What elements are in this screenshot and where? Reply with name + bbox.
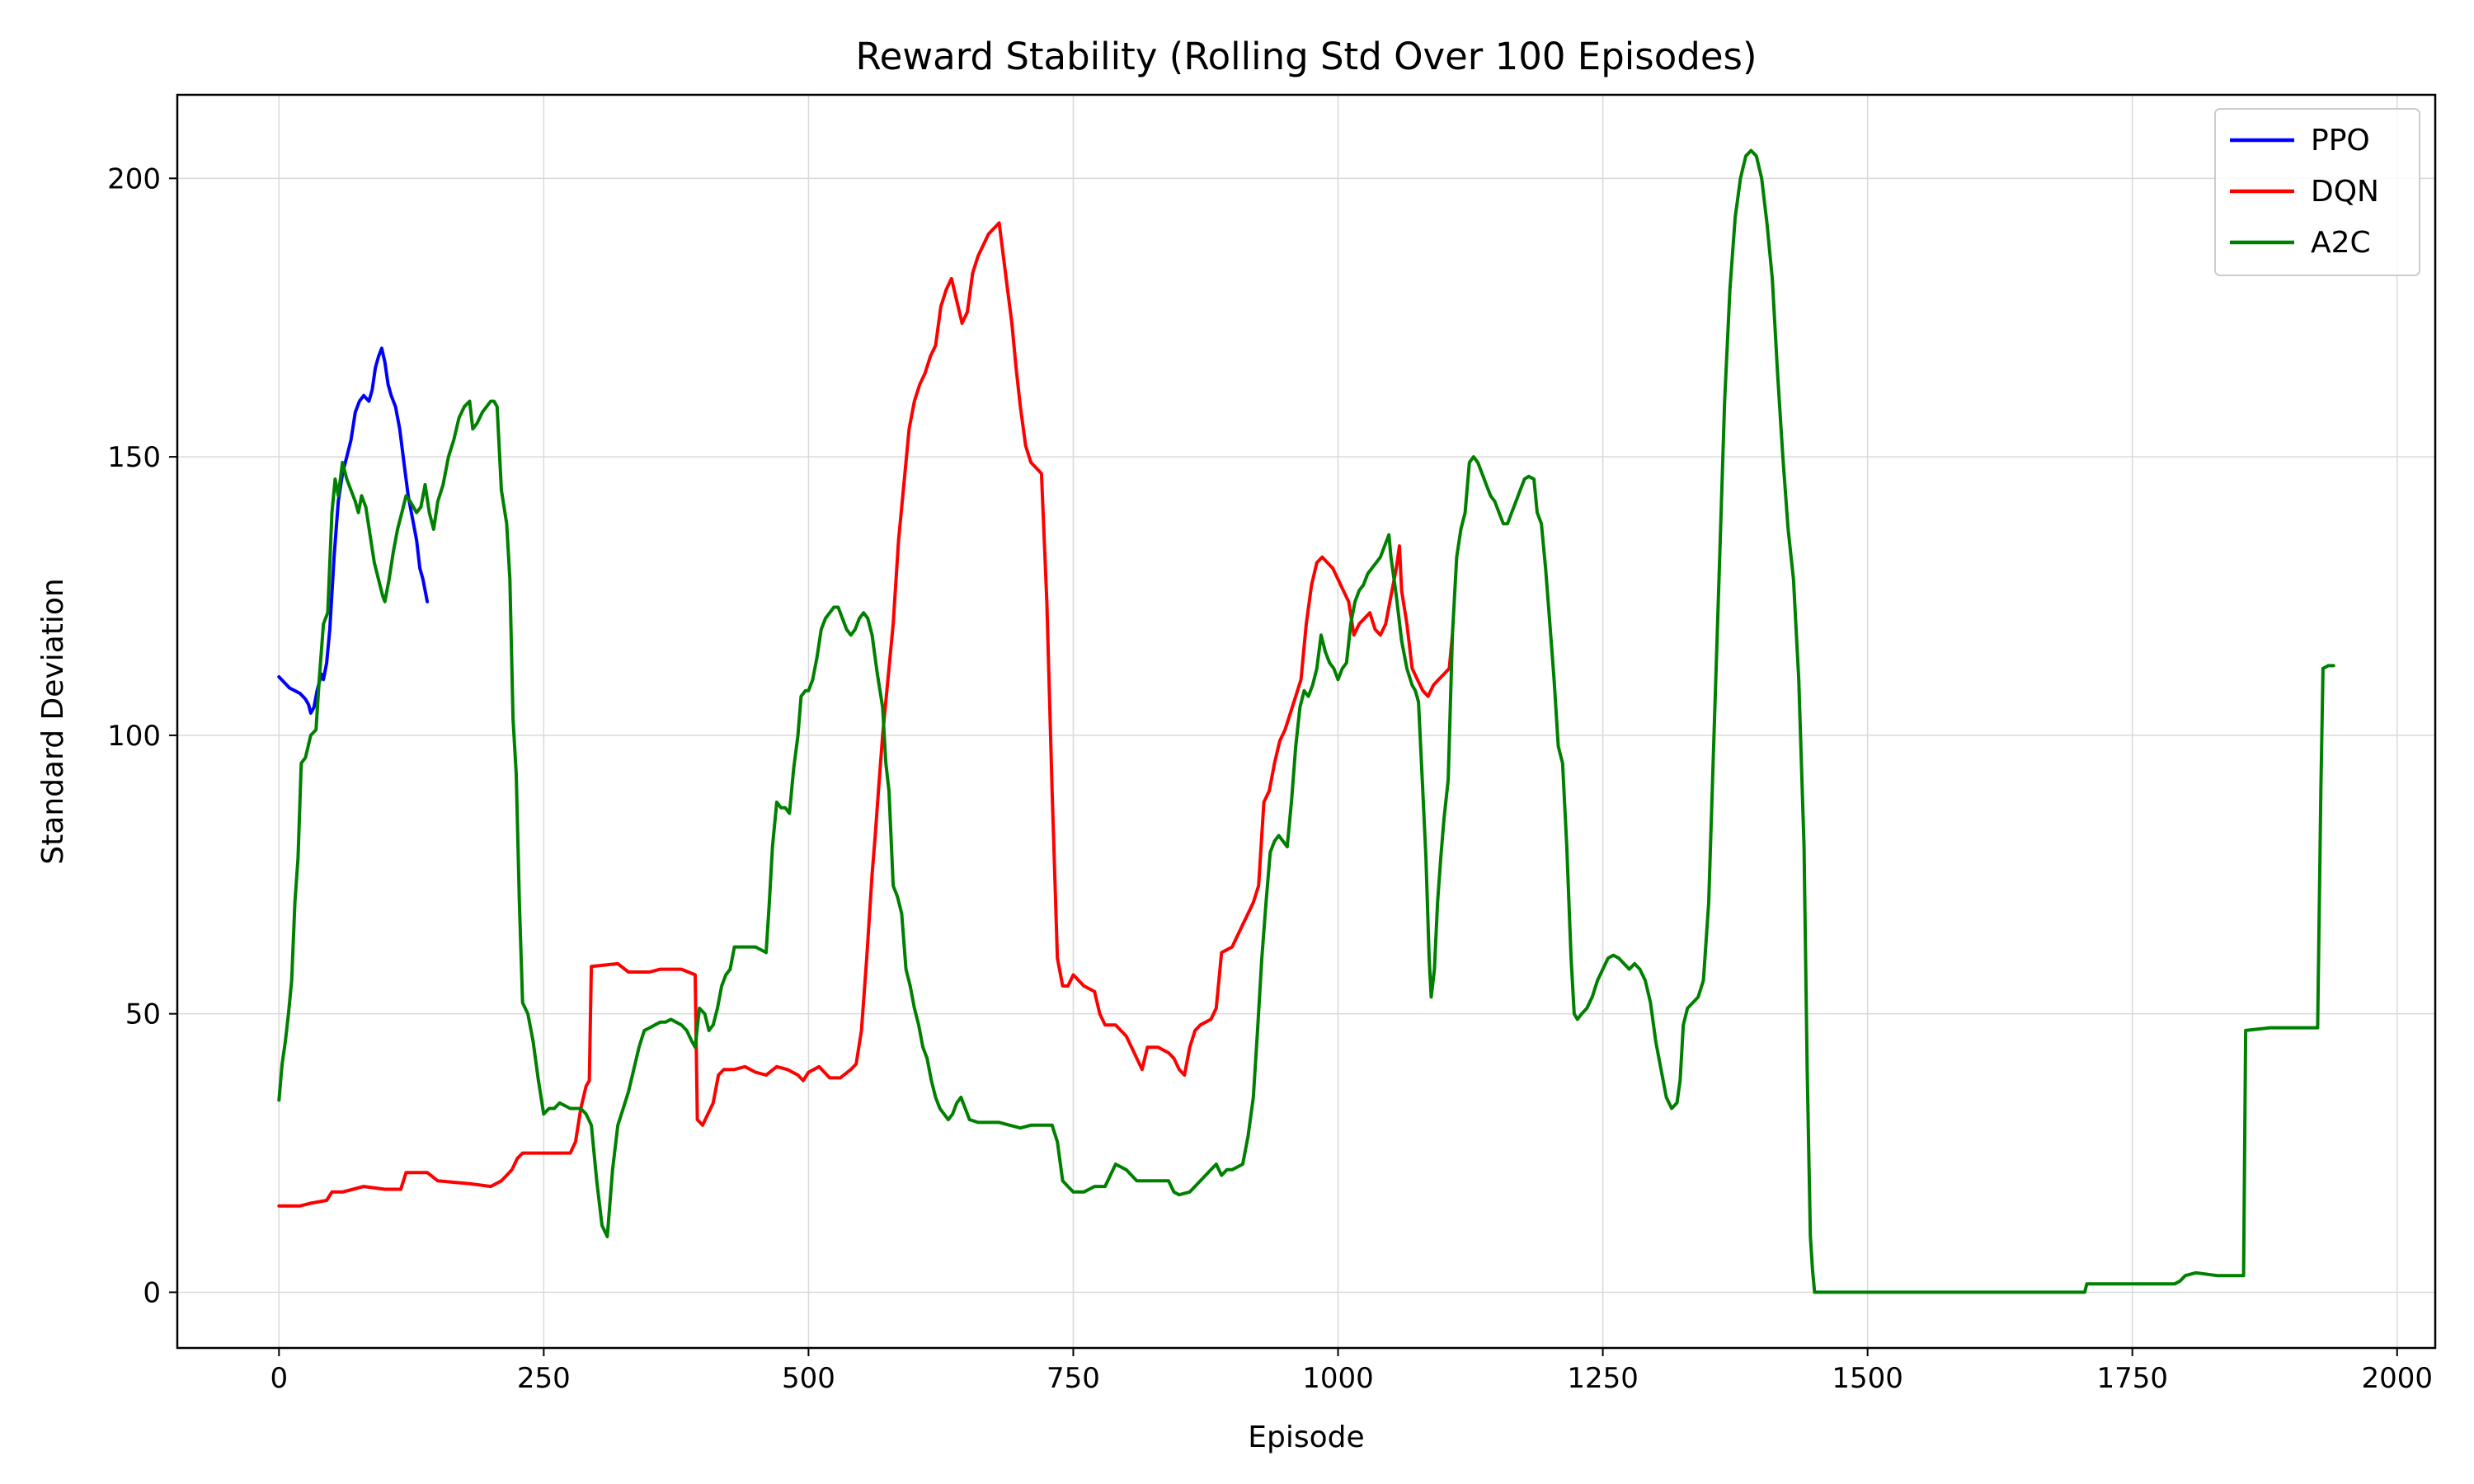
- legend-box: [2214, 108, 2420, 276]
- chart-title: Reward Stability (Rolling Std Over 100 E…: [855, 35, 1757, 78]
- legend-label-a2c: A2C: [2311, 226, 2371, 260]
- ticks-layer: 0 250 500 750 1000 1250 1500 1750 2000 0 50 100 150 2…: [107, 162, 2433, 1395]
- series-layer: [277, 148, 2335, 1294]
- legend-label-dqn: DQN: [2311, 175, 2379, 209]
- x-tick-label: 250: [517, 1362, 571, 1395]
- y-tick-label: 0: [143, 1276, 161, 1309]
- x-tick-label: 0: [270, 1362, 288, 1395]
- y-tick-label: 150: [107, 441, 161, 474]
- y-tick-label: 50: [125, 998, 161, 1031]
- x-tick-label: 1500: [1832, 1362, 1903, 1395]
- y-axis-label: Standard Deviation: [36, 578, 70, 864]
- legend: PPO DQN A2C: [2214, 108, 2420, 276]
- x-tick-label: 750: [1047, 1362, 1100, 1395]
- x-tick-label: 1750: [2096, 1362, 2168, 1395]
- y-tick-label: 100: [107, 720, 161, 753]
- x-tick-label: 2000: [2362, 1362, 2434, 1395]
- x-tick-label: 1250: [1567, 1362, 1639, 1395]
- series-line-dqn: [277, 221, 1455, 1208]
- legend-label-ppo: PPO: [2311, 124, 2370, 157]
- x-tick-label: 1000: [1302, 1362, 1374, 1395]
- x-tick-label: 500: [782, 1362, 835, 1395]
- x-axis-label: Episode: [1248, 1421, 1364, 1454]
- series-line-ppo: [277, 346, 430, 715]
- plot-area-frame: [176, 93, 2437, 1350]
- series-line-a2c: [277, 148, 2335, 1294]
- y-tick-label: 200: [107, 162, 161, 195]
